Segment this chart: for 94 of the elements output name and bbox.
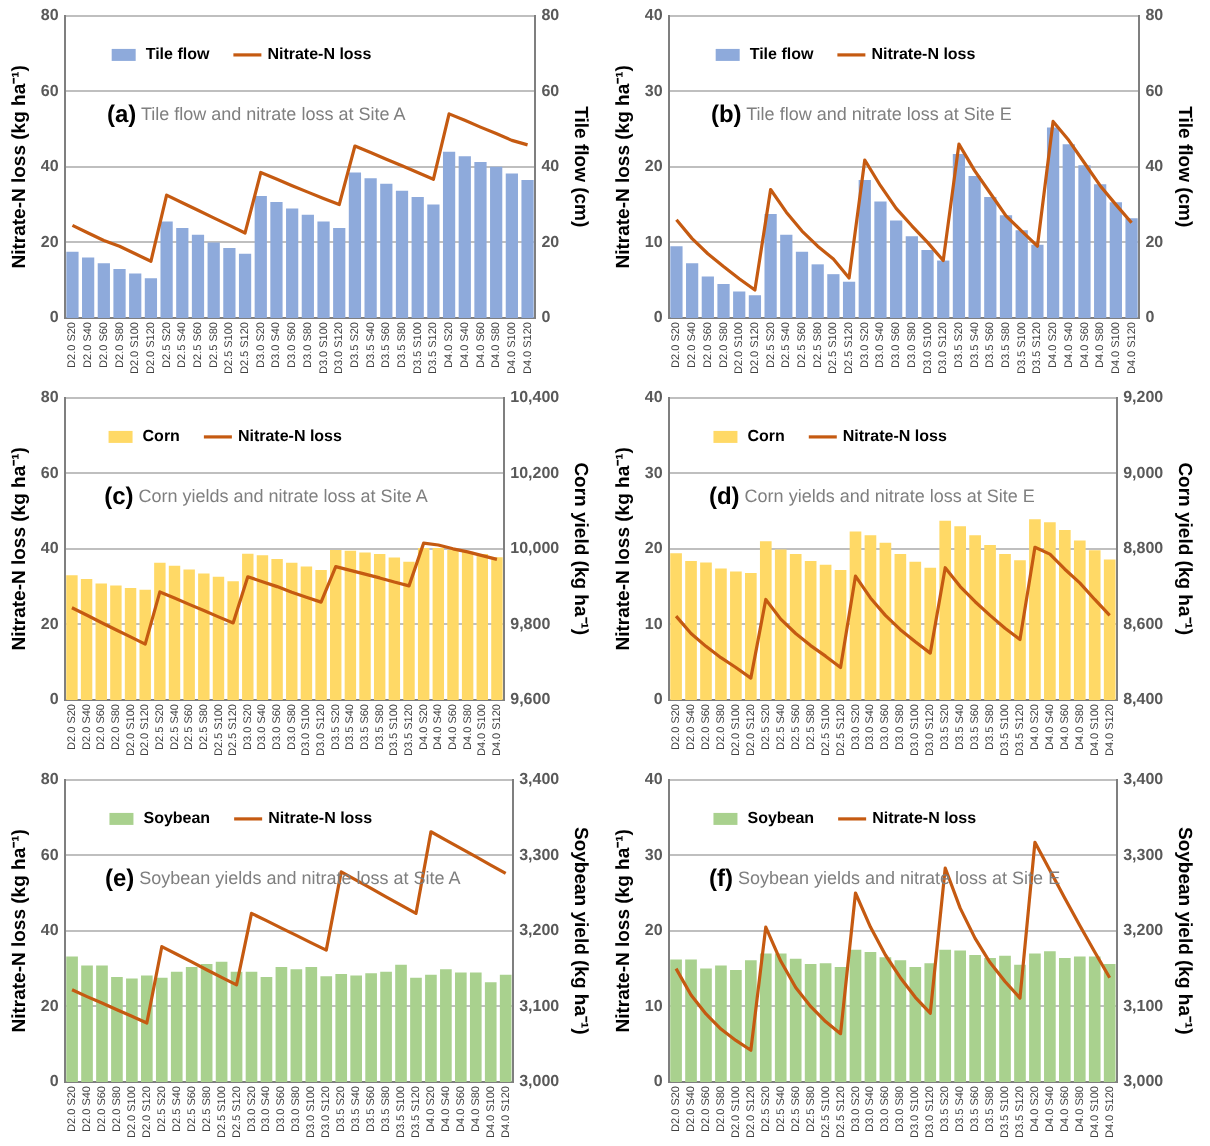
- text: (d) Corn yields and nitrate loss at Site E: [708, 482, 1035, 511]
- y2-tick-label: 3,000: [1123, 1072, 1165, 1091]
- y2-tick-label: 60: [1145, 81, 1165, 100]
- y-tick-label: 40: [40, 921, 60, 940]
- y2-tick-label: 60: [541, 81, 561, 100]
- y-tick-label: 30: [644, 81, 664, 100]
- legend-label: Nitrate-N loss: [842, 427, 948, 446]
- legend-label: Soybean: [143, 809, 211, 828]
- y2-tick-label: 80: [1145, 6, 1165, 25]
- legend-label: Tile flow: [145, 45, 211, 64]
- y-tick-label: 20: [644, 921, 664, 940]
- legend-label: Tile flow: [749, 45, 815, 64]
- text: (b) Tile flow and nitrate loss at Site E: [710, 100, 1012, 129]
- y2-axis-title: Corn yield (kg ha⁻¹): [569, 462, 592, 636]
- y-tick-label: 60: [40, 81, 60, 100]
- y-tick-label: 0: [49, 1072, 60, 1091]
- y-tick-label: 60: [40, 845, 60, 864]
- y2-tick-label: 40: [1145, 157, 1165, 176]
- y-axis-title: Nitrate-N loss (kg ha⁻¹): [8, 65, 31, 269]
- legend-label: Nitrate-N loss: [237, 427, 344, 446]
- y-tick-label: 80: [40, 6, 60, 25]
- y2-tick-label: 3,300: [1123, 845, 1165, 864]
- y-tick-label: 30: [644, 845, 664, 864]
- y-tick-label: 0: [653, 690, 664, 709]
- y2-tick-label: 3,000: [519, 1072, 561, 1091]
- y2-tick-label: 0: [541, 308, 552, 327]
- y2-tick-label: 9,600: [510, 690, 552, 709]
- y2-tick-label: 3,100: [519, 996, 561, 1015]
- y-tick-label: 40: [40, 539, 60, 558]
- y2-axis-title: Tile flow (cm): [1173, 106, 1196, 228]
- y2-tick-label: 10,000: [510, 539, 561, 558]
- y-tick-label: 10: [644, 232, 664, 251]
- legend-label: Soybean: [747, 809, 815, 828]
- y2-tick-label: 3,400: [1123, 770, 1165, 789]
- y-tick-label: 20: [40, 996, 60, 1015]
- y-axis-title: Nitrate-N loss (kg ha⁻¹): [8, 447, 31, 651]
- y-tick-label: 0: [49, 690, 60, 709]
- y2-tick-label: 0: [1145, 308, 1156, 327]
- y-tick-label: 0: [653, 1072, 664, 1091]
- bar: [348, 172, 362, 319]
- y-axis-title: Nitrate-N loss (kg ha⁻¹): [612, 65, 635, 269]
- y2-tick-label: 3,400: [519, 770, 561, 789]
- y-tick-label: 20: [40, 232, 60, 251]
- y2-tick-label: 3,300: [519, 845, 561, 864]
- y2-tick-label: 9,800: [510, 614, 552, 633]
- y-tick-label: 10: [644, 614, 664, 633]
- y2-tick-label: 9,200: [1123, 388, 1165, 407]
- y-tick-label: 20: [644, 157, 664, 176]
- legend-label: Nitrate-N loss: [872, 809, 978, 828]
- bar: [395, 190, 409, 319]
- y2-axis-title: Soybean yield (kg ha⁻¹): [1173, 826, 1196, 1035]
- y2-tick-label: 10,200: [510, 463, 561, 482]
- y2-tick-label: 20: [541, 232, 561, 251]
- y-tick-label: 0: [49, 308, 60, 327]
- y2-axis-title: Corn yield (kg ha⁻¹): [1173, 462, 1196, 636]
- y-tick-label: 0: [653, 308, 664, 327]
- legend-label: Nitrate-N loss: [268, 809, 374, 828]
- y-axis-title: Nitrate-N loss (kg ha⁻¹): [612, 447, 635, 651]
- y2-tick-label: 3,200: [1123, 921, 1165, 940]
- y2-tick-label: 40: [541, 157, 561, 176]
- bar: [191, 234, 205, 319]
- y-axis-title: Nitrate-N loss (kg ha⁻¹): [612, 829, 635, 1033]
- y2-tick-label: 8,800: [1123, 539, 1165, 558]
- y-tick-label: 60: [40, 463, 60, 482]
- legend-label: Nitrate-N loss: [267, 45, 373, 64]
- y2-tick-label: 80: [541, 6, 561, 25]
- y-tick-label: 10: [644, 996, 664, 1015]
- y2-axis-title: Soybean yield (kg ha⁻¹): [569, 826, 592, 1035]
- y2-tick-label: 8,600: [1123, 614, 1165, 633]
- y2-axis-title: Tile flow (cm): [569, 106, 592, 228]
- y-tick-label: 20: [40, 614, 60, 633]
- y2-tick-label: 10,400: [510, 388, 561, 407]
- bar: [795, 251, 809, 319]
- y2-tick-label: 8,400: [1123, 690, 1165, 709]
- y-tick-label: 40: [644, 6, 664, 25]
- y2-tick-label: 20: [1145, 232, 1165, 251]
- legend-label: Corn: [747, 427, 786, 446]
- y-axis-title: Nitrate-N loss (kg ha⁻¹): [8, 829, 31, 1033]
- y2-tick-label: 3,100: [1123, 996, 1165, 1015]
- y-tick-label: 40: [644, 388, 664, 407]
- legend-label: Nitrate-N loss: [871, 45, 977, 64]
- y-tick-label: 30: [644, 463, 664, 482]
- y-tick-label: 20: [644, 539, 664, 558]
- y2-tick-label: 3,200: [519, 921, 561, 940]
- bar: [999, 215, 1013, 319]
- y-tick-label: 40: [644, 770, 664, 789]
- bar: [952, 153, 966, 319]
- legend-label: Corn: [142, 427, 181, 446]
- y-tick-label: 80: [40, 770, 60, 789]
- text: (c) Corn yields and nitrate loss at Site A: [104, 482, 428, 511]
- text: (a) Tile flow and nitrate loss at Site A: [106, 100, 406, 129]
- y-tick-label: 80: [40, 388, 60, 407]
- y-tick-label: 40: [40, 157, 60, 176]
- y2-tick-label: 9,000: [1123, 463, 1165, 482]
